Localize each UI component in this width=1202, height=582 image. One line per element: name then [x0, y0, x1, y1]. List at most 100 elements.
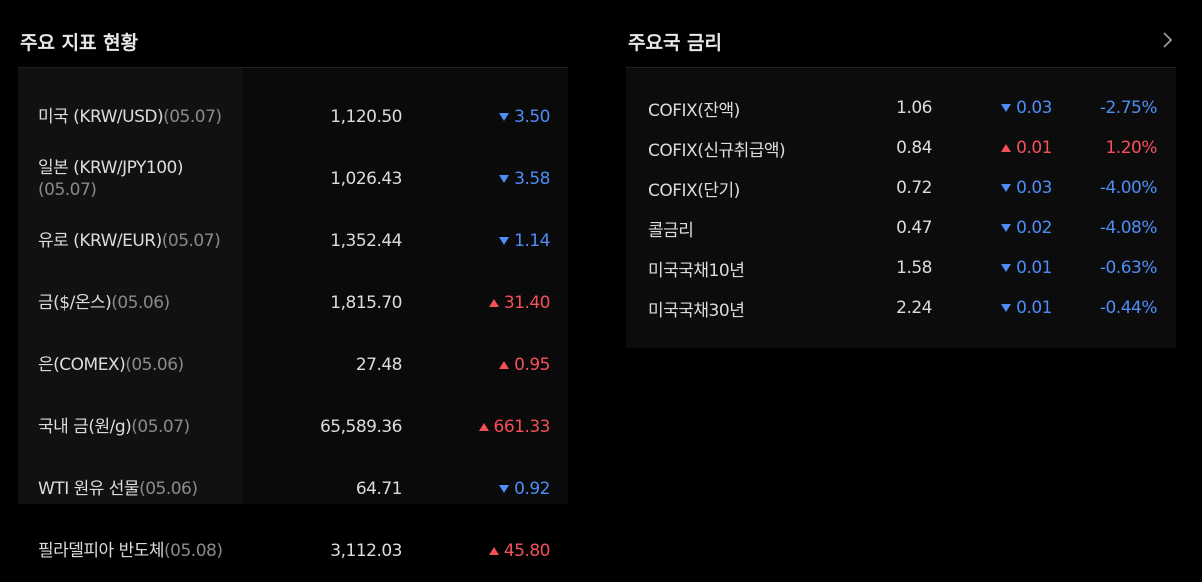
arrow-down: [1001, 224, 1012, 232]
value: 1,026.43: [330, 169, 402, 189]
arrow-up: [499, 361, 510, 369]
rate: 1.20%: [1105, 138, 1157, 158]
name: 국내 금(원/g): [38, 417, 132, 437]
change-cell: 0.01: [952, 288, 1052, 328]
arrow-down: [1001, 184, 1012, 192]
value: 1,352.44: [330, 231, 402, 251]
value: 65,589.36: [319, 417, 403, 437]
date: (05.06): [139, 479, 198, 499]
value: 1,815.70: [330, 293, 402, 313]
rate: -0.63%: [1099, 258, 1158, 278]
panel-title: 주요국 금리: [628, 32, 723, 54]
indicator-row: 미국 (KRW/USD) (05.07) 1,120.50 3.50: [18, 86, 568, 148]
indicator-row: 일본 (KRW/JPY100) (05.07) 1,026.43 3.58: [18, 148, 568, 210]
label-cell: 은(COMEX) (05.06): [38, 334, 234, 396]
value: 1.06: [896, 98, 932, 118]
indicator-row: 금($/온스) (05.06) 1,815.70 31.40: [18, 272, 568, 334]
rate: -2.75%: [1099, 98, 1158, 118]
change-cell: 3.50: [420, 86, 550, 148]
date: (05.07): [38, 180, 97, 200]
name: WTI 원유 선물: [38, 479, 140, 499]
arrow-down: [499, 485, 510, 493]
rate: -0.44%: [1099, 298, 1158, 318]
name: 금($/온스): [38, 293, 112, 313]
date: (05.07): [163, 107, 222, 127]
name: COFIX(신규취급액): [648, 140, 786, 161]
change: 0.92: [514, 479, 550, 499]
change: 0.01: [1016, 138, 1052, 158]
change: 45.80: [503, 541, 551, 561]
name: 미국국채30년: [648, 300, 745, 321]
panel-title: 주요 지표 현황: [20, 32, 139, 54]
label-cell: 유로 (KRW/EUR) (05.07): [38, 210, 234, 272]
date: (05.08): [164, 541, 223, 561]
change: 661.33: [493, 417, 551, 437]
rates-table: COFIX(잔액) 1.06 0.03 -2.75% COFIX(신규취급액) 0.84 0…: [626, 68, 1176, 348]
name: COFIX(잔액): [648, 100, 740, 121]
change: 31.40: [503, 293, 551, 313]
rate-row: 콜금리 0.47 0.02 -4.08%: [626, 208, 1176, 248]
label-cell: WTI 원유 선물 (05.06): [38, 458, 234, 520]
change: 0.01: [1016, 258, 1052, 278]
arrow-up: [478, 423, 489, 431]
value: 64.71: [355, 479, 403, 499]
indicator-row: 은(COMEX) (05.06) 27.48 0.95: [18, 334, 568, 396]
value: 3,112.03: [330, 541, 402, 561]
name: 미국국채10년: [648, 260, 745, 281]
change: 0.95: [514, 355, 550, 375]
change-cell: 0.01: [952, 248, 1052, 288]
arrow-up: [488, 547, 499, 555]
value: 1.58: [896, 258, 932, 278]
date: (05.07): [161, 231, 221, 251]
change-cell: 661.33: [420, 396, 551, 458]
arrow-down: [499, 113, 510, 121]
arrow-down: [499, 237, 510, 245]
more-chevron[interactable]: [1161, 31, 1173, 49]
rate-row: 미국국채10년 1.58 0.01 -0.63%: [626, 248, 1176, 288]
change: 3.50: [514, 107, 550, 127]
change: 0.02: [1016, 218, 1052, 238]
rate-row: COFIX(신규취급액) 0.84 0.01 1.20%: [626, 128, 1176, 168]
indicator-row: 유로 (KRW/EUR) (05.07) 1,352.44 1.14: [18, 210, 568, 272]
label-cell: 국내 금(원/g) (05.07): [38, 396, 234, 458]
name: 필라델피아 반도체: [38, 541, 165, 561]
label-cell: 미국 (KRW/USD) (05.07): [38, 86, 234, 148]
change-cell: 1.14: [420, 210, 550, 272]
name: 은(COMEX): [38, 355, 126, 375]
change-cell: 3.58: [420, 148, 550, 210]
change: 3.58: [514, 169, 550, 189]
change-cell: 0.92: [420, 458, 550, 520]
rate-row: COFIX(단기) 0.72 0.03 -4.00%: [626, 168, 1176, 208]
arrow-down: [1001, 104, 1012, 112]
label-cell: 필라델피아 반도체 (05.08): [38, 520, 234, 582]
value: 2.24: [896, 298, 932, 318]
rate-row: 미국국채30년 2.24 0.01 -0.44%: [626, 288, 1176, 328]
change-cell: 31.40: [420, 272, 551, 334]
rate: -4.00%: [1099, 178, 1158, 198]
indicator-row: 필라델피아 반도체 (05.08) 3,112.03 45.80: [18, 520, 568, 582]
name: 미국 (KRW/USD): [38, 107, 164, 127]
change: 0.01: [1016, 298, 1052, 318]
page: 주요 지표 현황 미국 (KRW/USD) (05.07) 1,120.50 3.50…: [18, 31, 1176, 561]
name: 일본 (KRW/JPY100): [38, 158, 183, 178]
name: 콜금리: [648, 220, 694, 241]
arrow-up: [1001, 144, 1012, 152]
name: COFIX(단기): [648, 180, 740, 201]
name: 유로 (KRW/EUR): [38, 231, 162, 251]
divider: [626, 67, 1176, 68]
rate: -4.08%: [1099, 218, 1158, 238]
date: (05.07): [131, 417, 190, 437]
change-cell: 0.01: [952, 128, 1052, 168]
change: 1.14: [514, 231, 550, 251]
arrow-down: [1001, 264, 1012, 272]
divider: [18, 67, 568, 68]
value: 1,120.50: [330, 107, 402, 127]
change-cell: 0.03: [952, 168, 1052, 208]
label-cell: 일본 (KRW/JPY100) (05.07): [38, 148, 234, 210]
date: (05.06): [111, 293, 170, 313]
date: (05.06): [125, 355, 184, 375]
change: 0.03: [1016, 98, 1052, 118]
arrow-down: [499, 175, 510, 183]
arrow-up: [488, 299, 499, 307]
value: 0.84: [896, 138, 932, 158]
